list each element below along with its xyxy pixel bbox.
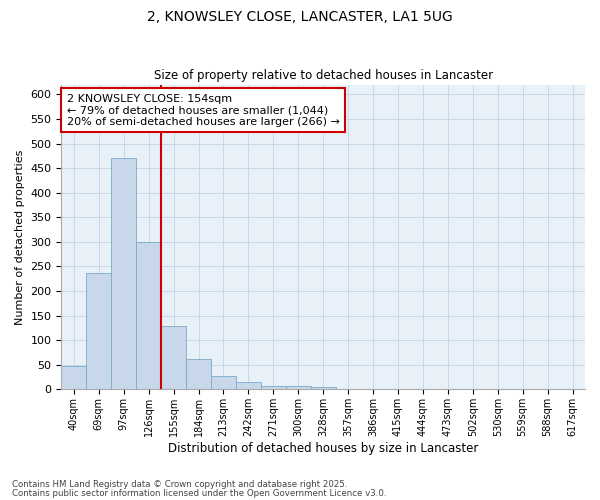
Text: Contains HM Land Registry data © Crown copyright and database right 2025.: Contains HM Land Registry data © Crown c…: [12, 480, 347, 489]
Text: 2 KNOWSLEY CLOSE: 154sqm
← 79% of detached houses are smaller (1,044)
20% of sem: 2 KNOWSLEY CLOSE: 154sqm ← 79% of detach…: [67, 94, 340, 127]
Bar: [136, 242, 161, 390]
Bar: [61, 366, 86, 390]
Bar: [311, 387, 335, 390]
Bar: [186, 359, 211, 390]
Bar: [86, 273, 111, 390]
Bar: [286, 386, 311, 390]
Bar: [236, 382, 261, 390]
Y-axis label: Number of detached properties: Number of detached properties: [15, 150, 25, 324]
X-axis label: Distribution of detached houses by size in Lancaster: Distribution of detached houses by size …: [168, 442, 478, 455]
Bar: [161, 326, 186, 390]
Bar: [261, 386, 286, 390]
Text: 2, KNOWSLEY CLOSE, LANCASTER, LA1 5UG: 2, KNOWSLEY CLOSE, LANCASTER, LA1 5UG: [147, 10, 453, 24]
Title: Size of property relative to detached houses in Lancaster: Size of property relative to detached ho…: [154, 69, 493, 82]
Text: Contains public sector information licensed under the Open Government Licence v3: Contains public sector information licen…: [12, 488, 386, 498]
Bar: [111, 158, 136, 390]
Bar: [211, 376, 236, 390]
